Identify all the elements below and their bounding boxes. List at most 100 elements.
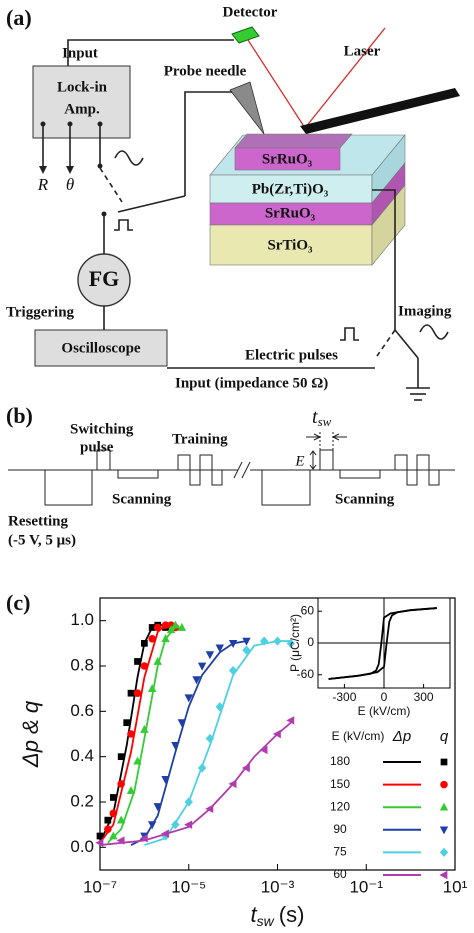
e-arrow	[309, 450, 317, 470]
cantilever	[300, 88, 460, 134]
marker	[177, 719, 187, 728]
marker	[242, 637, 251, 646]
laser-beam	[304, 27, 386, 129]
contact	[97, 121, 103, 127]
marker	[133, 756, 142, 765]
scanning-label: Scanning	[335, 491, 395, 507]
marker	[153, 623, 162, 632]
imaging-label: Imaging	[398, 303, 452, 319]
electrode	[234, 147, 341, 171]
legend-marker	[439, 847, 449, 858]
laser-beam	[247, 39, 306, 129]
marker	[228, 665, 238, 676]
marker	[215, 702, 224, 712]
y-tick-label: 0.0	[70, 837, 94, 856]
y-tick-label: 60	[301, 603, 315, 617]
legend-header: q	[440, 728, 449, 745]
layer-sto	[209, 224, 373, 266]
arrowhead	[39, 166, 47, 174]
contact	[97, 163, 103, 169]
marker	[148, 635, 156, 643]
tsw-symbol: t	[312, 406, 318, 428]
x-tick-label: 10⁻¹	[349, 877, 383, 896]
panel-label: (c)	[6, 590, 30, 615]
x-tick-label: 0	[381, 690, 388, 704]
wire	[372, 189, 396, 330]
y-tick-label: -60	[297, 667, 315, 681]
hysteresis-loop	[328, 607, 437, 680]
legend-label: 150	[330, 777, 350, 791]
input-label: Input	[62, 45, 98, 61]
marker	[205, 733, 215, 744]
panel-a: (a) Detector Input Laser Lock-in Amp. Pr…	[6, 4, 460, 401]
marker	[166, 625, 176, 634]
waveform	[44, 449, 223, 506]
legend-label: 90	[333, 822, 347, 836]
wire	[67, 39, 234, 66]
sine-symbol	[419, 324, 449, 340]
y-tick-label: 0.8	[70, 655, 94, 674]
switching-label: Switching	[70, 421, 134, 437]
fit-line	[130, 640, 247, 846]
resetting-label: Resetting	[8, 513, 68, 529]
waveform	[261, 449, 440, 506]
y-tick-label: 0.2	[70, 791, 94, 810]
panel-label: (b)	[6, 403, 33, 428]
marker	[117, 753, 125, 761]
marker	[116, 836, 125, 845]
marker	[161, 621, 170, 629]
marker	[117, 780, 125, 788]
marker	[205, 651, 215, 660]
tsw-arrows	[306, 433, 347, 441]
marker	[140, 724, 149, 733]
marker	[147, 821, 157, 830]
triggering-label: Triggering	[6, 304, 75, 320]
x-axis-label: tsw (s)	[251, 902, 305, 929]
x-tick-label: 10⁻⁵	[171, 877, 206, 896]
x-label-subscript: sw	[257, 913, 275, 929]
r-label: R	[37, 175, 49, 194]
marker	[153, 656, 162, 665]
x-label-unit: (s)	[279, 902, 305, 927]
marker	[96, 832, 104, 840]
marker	[109, 831, 118, 840]
legend-marker	[440, 780, 448, 789]
marker	[109, 794, 117, 801]
switch	[376, 329, 396, 357]
y-tick-label: 0.6	[70, 701, 94, 720]
panel-b: (b) tsw E Switching pulse Training Scann…	[6, 403, 455, 548]
marker	[215, 644, 224, 653]
y-tick-label: 1.0	[70, 610, 94, 629]
marker	[228, 639, 238, 648]
layer-label: Pb(Zr,Ti)O₃	[252, 181, 329, 197]
marker	[153, 803, 162, 812]
marker	[228, 779, 237, 789]
switching-label: pulse	[80, 439, 114, 455]
marker	[160, 829, 169, 838]
legend-label: 75	[333, 845, 347, 859]
legend-label: 120	[330, 799, 350, 813]
pulses-label: Electric pulses	[245, 347, 338, 363]
marker	[259, 636, 269, 646]
sine-symbol	[114, 150, 144, 166]
x-tick-label: 10⁻⁷	[83, 877, 117, 896]
switch	[117, 195, 186, 213]
fit-line	[107, 626, 182, 844]
marker	[205, 804, 214, 813]
marker	[286, 716, 295, 725]
marker	[192, 676, 201, 685]
layer-label: SrRuO₃	[262, 151, 313, 167]
legend-header: Δp	[392, 728, 411, 745]
probe-needle	[229, 81, 265, 135]
arrowhead	[66, 166, 74, 174]
lock-in-label: Lock-in	[57, 79, 108, 95]
marker	[241, 763, 250, 773]
y-tick-label: 0.4	[70, 746, 94, 765]
marker	[286, 638, 296, 648]
scanning-label: Scanning	[112, 491, 172, 507]
marker	[126, 786, 136, 795]
legend-label: 60	[333, 867, 347, 881]
panel-c-chart: 0.0 0.2 0.4 0.6 0.8 1.0 10⁻⁷ 10⁻⁵ 10⁻³ 10⁻¹ 10¹ Δp …	[18, 597, 468, 929]
marker	[95, 838, 104, 847]
oscilloscope-label: Oscilloscope	[61, 340, 141, 356]
